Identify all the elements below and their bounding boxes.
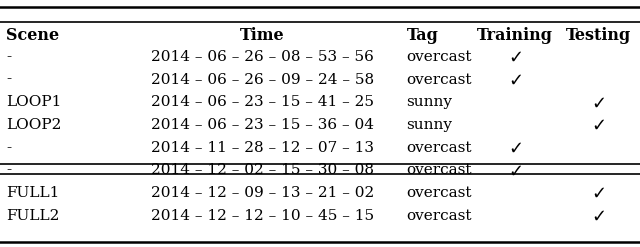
Text: overcast: overcast	[406, 164, 472, 177]
Text: FULL2: FULL2	[6, 209, 60, 223]
Text: 2014 – 12 – 09 – 13 – 21 – 02: 2014 – 12 – 09 – 13 – 21 – 02	[151, 186, 374, 200]
Text: Training: Training	[477, 27, 553, 44]
Text: overcast: overcast	[406, 50, 472, 64]
Text: overcast: overcast	[406, 186, 472, 200]
Text: $\checkmark$: $\checkmark$	[508, 162, 522, 179]
Text: $\checkmark$: $\checkmark$	[508, 139, 522, 157]
Text: 2014 – 06 – 26 – 08 – 53 – 56: 2014 – 06 – 26 – 08 – 53 – 56	[151, 50, 374, 64]
Text: 2014 – 12 – 12 – 10 – 45 – 15: 2014 – 12 – 12 – 10 – 45 – 15	[151, 209, 374, 223]
Text: $\checkmark$: $\checkmark$	[591, 184, 605, 202]
Text: FULL1: FULL1	[6, 186, 60, 200]
Text: LOOP1: LOOP1	[6, 95, 62, 109]
Text: Tag: Tag	[406, 27, 438, 44]
Text: sunny: sunny	[406, 118, 452, 132]
Text: $\checkmark$: $\checkmark$	[508, 48, 522, 66]
Text: -: -	[6, 73, 12, 86]
Text: sunny: sunny	[406, 95, 452, 109]
Text: $\checkmark$: $\checkmark$	[591, 207, 605, 225]
Text: overcast: overcast	[406, 73, 472, 86]
Text: -: -	[6, 141, 12, 155]
Text: Testing: Testing	[566, 27, 631, 44]
Text: -: -	[6, 50, 12, 64]
Text: overcast: overcast	[406, 141, 472, 155]
Text: Time: Time	[240, 27, 285, 44]
Text: 2014 – 11 – 28 – 12 – 07 – 13: 2014 – 11 – 28 – 12 – 07 – 13	[151, 141, 374, 155]
Text: $\checkmark$: $\checkmark$	[591, 93, 605, 111]
Text: $\checkmark$: $\checkmark$	[591, 116, 605, 134]
Text: 2014 – 06 – 23 – 15 – 36 – 04: 2014 – 06 – 23 – 15 – 36 – 04	[151, 118, 374, 132]
Text: overcast: overcast	[406, 209, 472, 223]
Text: -: -	[6, 164, 12, 177]
Text: 2014 – 06 – 26 – 09 – 24 – 58: 2014 – 06 – 26 – 09 – 24 – 58	[151, 73, 374, 86]
Text: 2014 – 06 – 23 – 15 – 41 – 25: 2014 – 06 – 23 – 15 – 41 – 25	[151, 95, 374, 109]
Text: Scene: Scene	[6, 27, 60, 44]
Text: $\checkmark$: $\checkmark$	[508, 71, 522, 88]
Text: 2014 – 12 – 02 – 15 – 30 – 08: 2014 – 12 – 02 – 15 – 30 – 08	[151, 164, 374, 177]
Text: LOOP2: LOOP2	[6, 118, 62, 132]
